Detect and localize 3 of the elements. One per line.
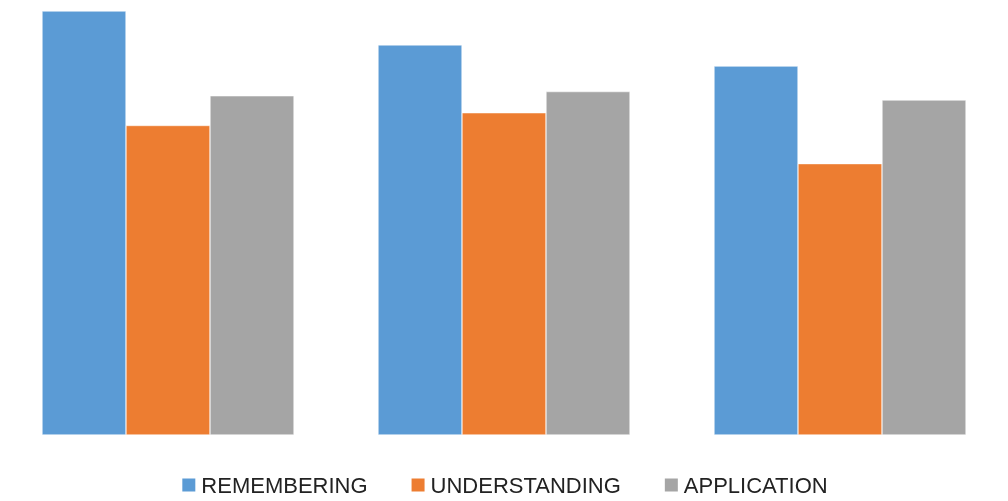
legend-label: UNDERSTANDING [430, 472, 621, 498]
legend-label: REMEMBERING [201, 472, 368, 498]
legend-label: APPLICATION [683, 472, 828, 498]
